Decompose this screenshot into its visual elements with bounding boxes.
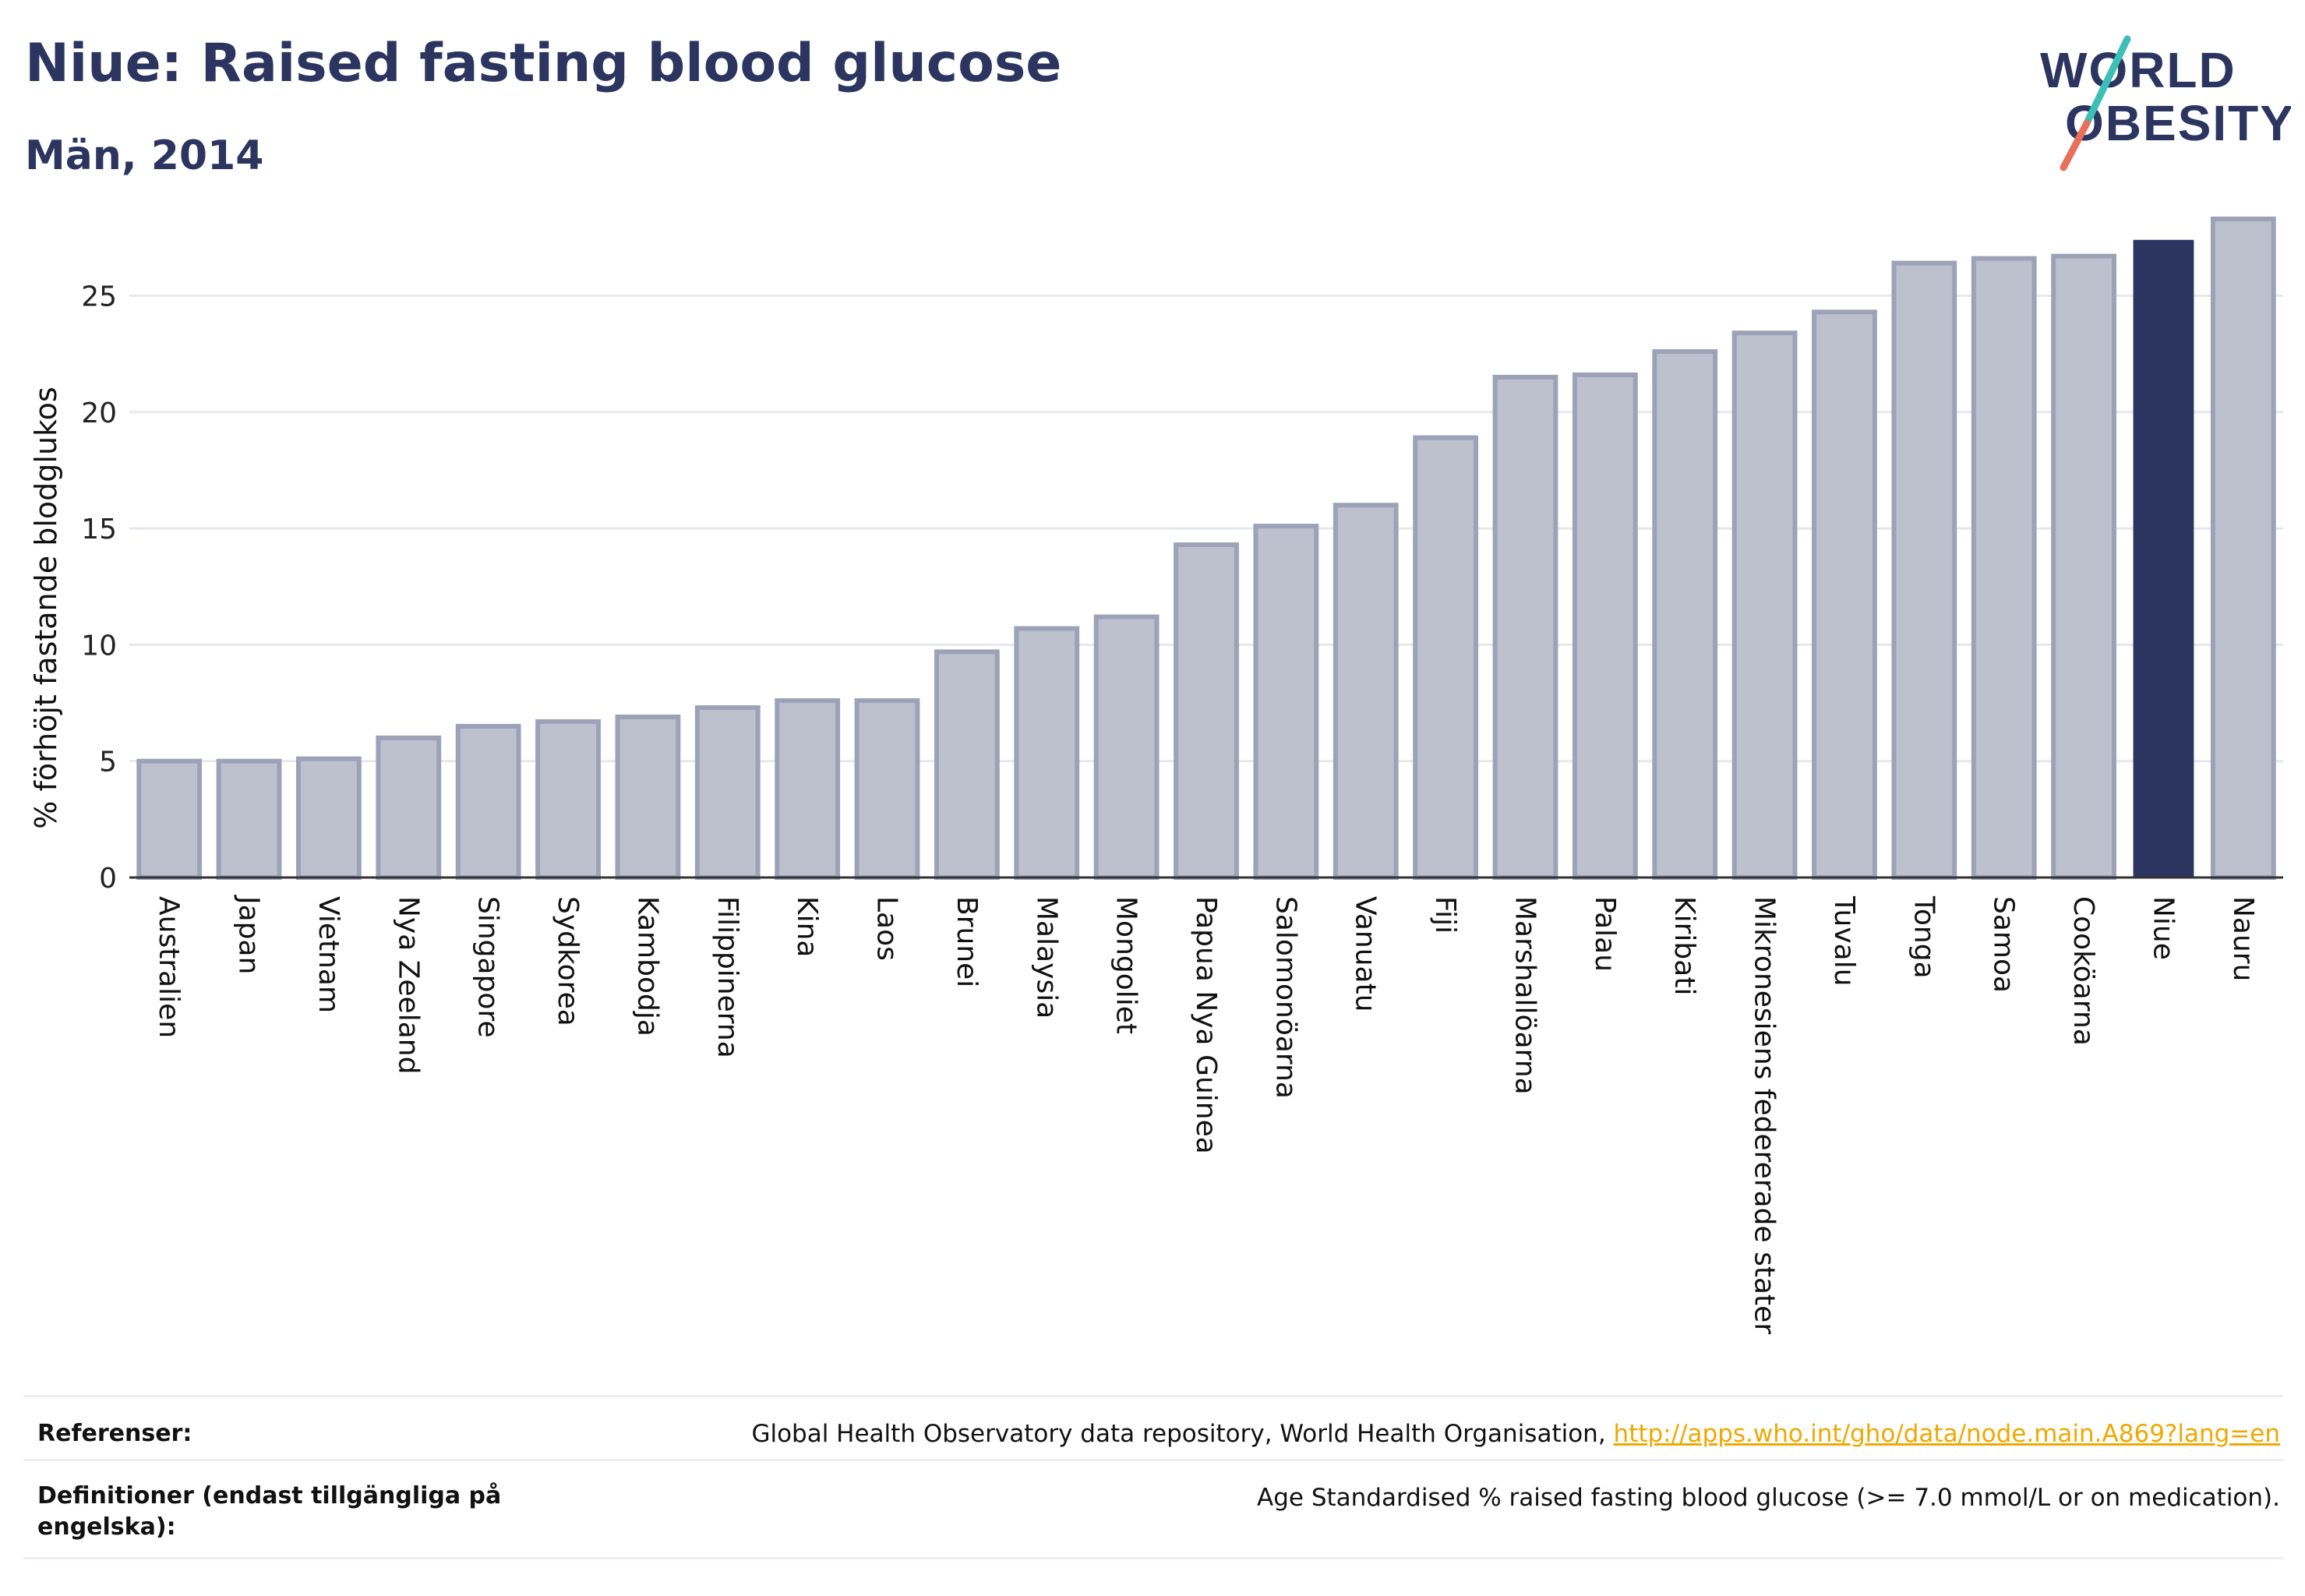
x-tick-label: Kiribati [1668,896,1700,995]
logo-text-world: WORLD [2040,42,2236,98]
bar-australien[interactable] [136,758,203,880]
x-tick-label: Kambodja [631,896,663,1036]
bar-singapore[interactable] [455,723,521,880]
x-tick-label: Kina [791,896,823,958]
x-tick-label: Australien [153,896,185,1038]
y-tick-label: 25 [81,281,117,312]
x-tick-label: Singapore [472,896,504,1038]
x-tick-label: Filippinerna [711,896,743,1058]
chart-title: Niue: Raised fasting blood glucose [25,33,1062,94]
bar-cooköarna[interactable] [2051,253,2116,881]
bar-salomonöarna[interactable] [1253,524,1319,880]
y-tick-label: 20 [81,397,117,429]
world-obesity-logo: WORLD OBESITY [2040,35,2291,171]
references-label: Referenser: [37,1420,192,1447]
bar-samoa[interactable] [1971,256,2037,881]
logo-text-obesity: OBESITY [2065,95,2291,151]
references-text: Global Health Observatory data repositor… [751,1420,2280,1448]
y-tick-label: 0 [99,863,117,895]
x-tick-label: Samoa [1988,896,2020,993]
x-tick-label: Fiji [1429,896,1461,934]
bar-kina[interactable] [775,698,841,880]
bar-japan[interactable] [216,758,282,880]
y-tick-label: 15 [81,514,117,546]
x-tick-label: Tuvalu [1828,895,1860,987]
bar-kambodja[interactable] [615,714,681,880]
footer-divider-top [23,1395,2283,1397]
bar-nya-zeeland[interactable] [376,735,442,880]
y-tick-label: 5 [99,747,117,779]
bars-layer [136,216,2276,881]
y-tick-label: 10 [81,630,117,662]
bar-vietnam[interactable] [296,756,362,880]
x-tick-label: Palau [1589,896,1621,972]
x-tick-label: Salomonöarna [1269,896,1301,1099]
definitions-label: Definitioner (endast tillgängliga på eng… [37,1481,501,1543]
bar-chart: 0 5 10 15 20 25 Australien Japan Vietnam Nya Zeel… [29,216,2283,1334]
bar-brunei[interactable] [934,649,1000,881]
bar-papua-nya-guinea[interactable] [1174,542,1239,880]
x-tick-label: Vietnam [312,896,344,1013]
logo-slash-coral [2060,119,2091,171]
bar-fiji[interactable] [1413,435,1479,880]
x-tick-label: Papua Nya Guinea [1190,896,1222,1154]
x-tick-label: Mongoliet [1110,896,1142,1034]
definitions-text: Age Standardised % raised fasting blood … [1257,1484,2280,1512]
x-tick-label: Japan [233,895,265,974]
definitions-label-line2: engelska): [37,1513,176,1541]
x-tick-label: Niue [2147,896,2179,960]
axis-layer: 0 5 10 15 20 25 Australien Japan Vietnam Nya Zeel… [81,281,2283,1334]
chart-subtitle: Män, 2014 [25,132,264,179]
x-tick-label: Brunei [951,896,983,987]
footer-divider-middle [23,1459,2283,1461]
x-tick-label: Nya Zeeland [392,896,424,1074]
bar-malaysia[interactable] [1014,626,1080,881]
bar-palau[interactable] [1572,372,1638,880]
bar-sydkorea[interactable] [535,719,601,880]
bar-kiribati[interactable] [1652,349,1718,880]
x-tick-label: Sydkorea [552,896,584,1026]
x-tick-label: Malaysia [1030,896,1062,1019]
bar-marshallöarna[interactable] [1492,374,1558,880]
bar-tuvalu[interactable] [1812,309,1877,880]
bar-mongoliet[interactable] [1093,614,1160,880]
bar-niue[interactable] [2133,239,2194,877]
x-tick-label: Vanuatu [1350,896,1382,1012]
x-tick-label: Mikronesiens federerade stater [1749,896,1781,1334]
footer-divider-bottom [23,1557,2283,1559]
references-link[interactable]: http://apps.who.int/gho/data/node.main.A… [1613,1420,2280,1448]
x-tick-label: Marshallöarna [1509,896,1541,1095]
bar-laos[interactable] [854,698,920,880]
x-tick-label: Cooköarna [2067,896,2099,1046]
x-tick-label: Tonga [1908,895,1940,979]
bar-mikronesiens-federerade-stater[interactable] [1731,330,1798,880]
y-axis-label: % förhöjt fastande blodglukos [29,387,63,828]
x-tick-label: Laos [871,896,903,961]
x-tick-label: Nauru [2227,896,2259,981]
bar-vanuatu[interactable] [1333,503,1399,880]
bar-nauru[interactable] [2210,216,2276,880]
definitions-label-line1: Definitioner (endast tillgängliga på [37,1482,502,1509]
bar-tonga[interactable] [1891,260,1957,881]
references-source: Global Health Observatory data repositor… [751,1420,1614,1448]
bar-filippinerna[interactable] [694,705,761,880]
logo-slash-teal [2083,35,2131,127]
